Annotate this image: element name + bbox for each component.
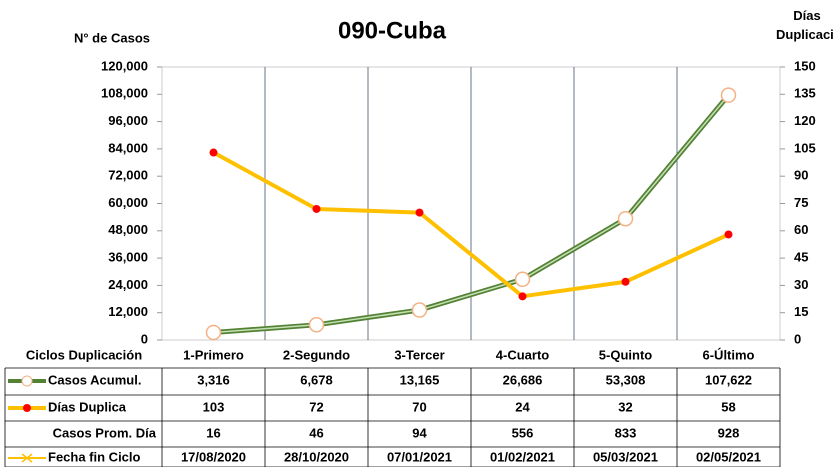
table-cell: 928 (718, 425, 740, 440)
legend-marker (21, 453, 33, 463)
marker (720, 87, 737, 103)
table-cell: 46 (309, 425, 323, 440)
table-cell: 13,165 (400, 372, 440, 387)
y-tick-label: 72,000 (108, 168, 148, 183)
x-tick-label: 6-Último (703, 347, 755, 362)
y-tick-label: 84,000 (108, 140, 148, 155)
table-cell: 72 (309, 399, 323, 414)
table-cell: 16 (206, 425, 220, 440)
y2-tick-label: 105 (794, 140, 816, 155)
legend-label: Casos Prom. Día (53, 425, 157, 440)
legend-label: Fecha fin Ciclo (48, 449, 141, 464)
marker (312, 204, 321, 213)
y-tick-label: 12,000 (108, 304, 148, 319)
table-cell: 94 (412, 425, 427, 440)
y2-tick-label: 45 (794, 250, 808, 265)
legend-marker (23, 404, 31, 412)
y-axis-label: N° de Casos (74, 30, 150, 45)
y-tick-label: 24,000 (108, 277, 148, 292)
table-cell: 833 (615, 425, 637, 440)
table-cell: 01/02/2021 (490, 449, 555, 464)
table-cell: 28/10/2020 (284, 449, 349, 464)
marker (415, 208, 424, 217)
table-cell: 70 (412, 399, 426, 414)
x-tick-label: 3-Tercer (394, 347, 444, 362)
y-tick-label: 120,000 (101, 58, 148, 73)
y-tick-label: 96,000 (108, 113, 148, 128)
y2-tick-label: 135 (794, 86, 816, 101)
x-tick-label: 1-Primero (183, 347, 244, 362)
y-tick-label: 48,000 (108, 222, 148, 237)
table-cell: 26,686 (503, 372, 543, 387)
x-tick-label: 2-Segundo (283, 347, 350, 362)
table-header: Ciclos Duplicación (26, 347, 142, 362)
table-cell: 02/05/2021 (696, 449, 761, 464)
marker (514, 271, 531, 288)
x-tick-label: 5-Quinto (599, 347, 652, 362)
x-tick-label: 4-Cuarto (496, 347, 550, 362)
y2-tick-label: 30 (794, 277, 808, 292)
marker (411, 302, 428, 318)
y2-tick-label: 0 (794, 331, 801, 346)
legend-label: Días Duplica (48, 399, 127, 414)
marker (205, 324, 222, 341)
series-line (212, 150, 730, 299)
table-cell: 58 (721, 399, 735, 414)
table-cell: 05/03/2021 (593, 449, 658, 464)
table-cell: 556 (512, 425, 534, 440)
table-cell: 32 (618, 399, 632, 414)
y2-tick-label: 75 (794, 195, 808, 210)
y2-tick-label: 150 (794, 58, 816, 73)
series-line-inner (213, 94, 730, 334)
table-cell: 107,622 (705, 372, 752, 387)
y-tick-label: 0 (141, 331, 148, 346)
y2-tick-label: 120 (794, 113, 816, 128)
table-cell: 17/08/2020 (181, 449, 246, 464)
marker (209, 148, 218, 157)
table-cell: 24 (515, 399, 530, 414)
table-cell: 07/01/2021 (387, 449, 452, 464)
marker (621, 277, 630, 286)
y2-tick-label: 90 (794, 168, 808, 183)
marker (308, 317, 325, 333)
marker (617, 210, 634, 227)
table-cell: 6,678 (300, 372, 333, 387)
y-tick-label: 36,000 (108, 250, 148, 265)
y2-axis-label: Días Duplicación (776, 8, 834, 42)
marker (518, 292, 527, 301)
marker (724, 230, 733, 239)
y-tick-label: 108,000 (101, 86, 148, 101)
table-cell: 3,316 (197, 372, 230, 387)
chart-title: 090-Cuba (338, 17, 447, 44)
legend-marker (21, 375, 33, 387)
table-cell: 53,308 (606, 372, 646, 387)
y2-tick-label: 15 (794, 304, 808, 319)
legend-label: Casos Acumul. (48, 372, 141, 387)
y-tick-label: 60,000 (108, 195, 148, 210)
y2-tick-label: 60 (794, 222, 808, 237)
table-cell: 103 (203, 399, 225, 414)
